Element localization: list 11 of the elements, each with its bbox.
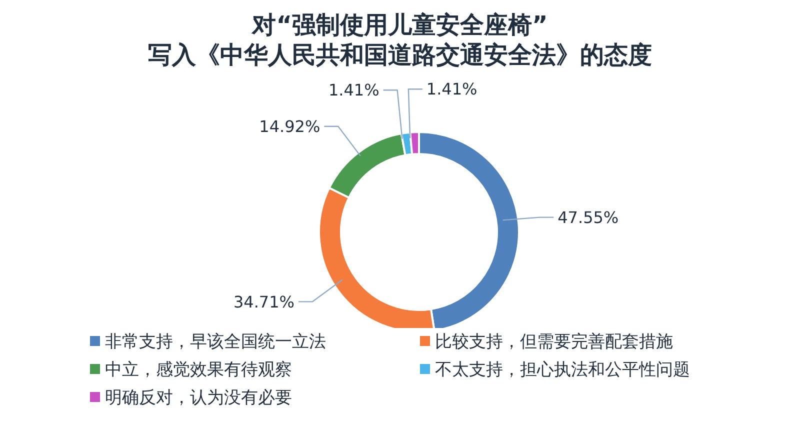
legend-label: 不太支持，担心执法和公平性问题 bbox=[435, 358, 690, 380]
data-label: 14.92% bbox=[259, 116, 320, 136]
data-label: 34.71% bbox=[233, 292, 295, 312]
data-label: 47.55% bbox=[558, 208, 619, 227]
data-label: 1.41% bbox=[426, 80, 478, 99]
legend-label: 明确反对，认为没有必要 bbox=[105, 386, 292, 408]
legend-label: 比较支持，但需要完善配套措施 bbox=[435, 330, 673, 352]
legend-label: 中立，感觉效果有待观察 bbox=[105, 358, 292, 380]
chart-title: 对“强制使用儿童安全座椅” 写入《中华人民共和国道路交通安全法》的态度 bbox=[147, 10, 653, 70]
legend-label: 非常支持，早该全国统一立法 bbox=[105, 330, 326, 352]
data-label: 1.41% bbox=[328, 80, 380, 100]
